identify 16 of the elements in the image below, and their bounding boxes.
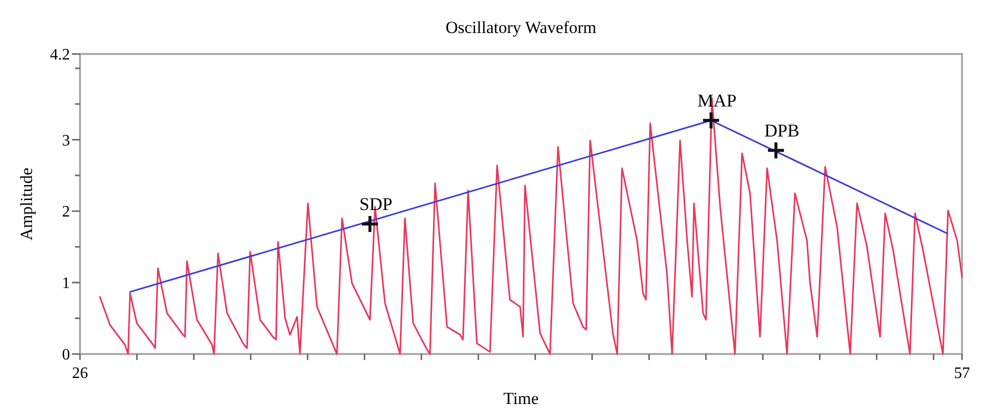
- annotation: SDP: [359, 194, 392, 214]
- y-tick-label: 3: [62, 132, 70, 150]
- x-axis-title: Time: [503, 389, 539, 408]
- x-tick-label: 57: [954, 365, 970, 382]
- chart-title: Oscillatory Waveform: [446, 18, 596, 37]
- y-tick-label: 4.2: [50, 46, 70, 64]
- y-tick-label: 2: [62, 204, 70, 221]
- point: [766, 140, 786, 160]
- y-tick-label: 0: [62, 346, 70, 364]
- y-axis-title: Amplitude: [17, 168, 36, 240]
- point: [360, 214, 380, 234]
- point: [702, 110, 721, 130]
- annotation: MAP: [698, 90, 737, 110]
- x-tick-label: 26: [72, 365, 88, 382]
- y-tick-label: 1: [62, 275, 70, 292]
- annotation: DPB: [764, 120, 800, 140]
